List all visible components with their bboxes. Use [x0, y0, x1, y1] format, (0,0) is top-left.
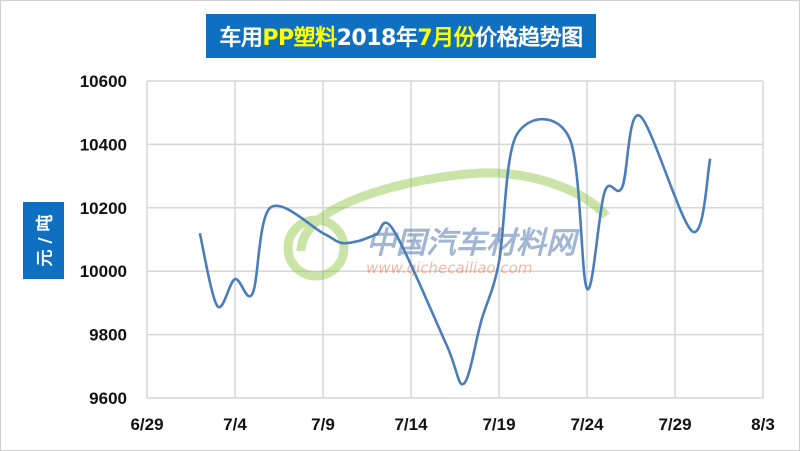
x-tick-label: 7/29 — [658, 415, 691, 434]
x-tick-label: 7/9 — [311, 415, 335, 434]
x-tick-label: 7/24 — [570, 415, 604, 434]
y-axis-ticks: 9600 9800 10000 10200 10400 10600 — [80, 72, 127, 408]
y-tick-label: 10000 — [80, 262, 127, 281]
title-part: 7月份 — [417, 26, 476, 51]
y-axis-label-box: 元 / 吨 — [23, 202, 64, 279]
title-part: 2018年 — [336, 26, 418, 51]
x-tick-label: 6/29 — [130, 415, 163, 434]
y-tick-label: 10200 — [80, 199, 127, 218]
y-tick-label: 9800 — [89, 326, 127, 345]
y-tick-label: 10600 — [80, 72, 127, 91]
chart-title: 车用 PP塑料 2018年 7月份 价格趋势图 — [206, 14, 596, 58]
price-line — [198, 114, 712, 386]
x-tick-label: 7/14 — [394, 415, 428, 434]
grid — [146, 80, 764, 399]
x-tick-label: 8/3 — [751, 415, 775, 434]
title-part: 车用 — [219, 26, 263, 51]
title-part: PP塑料 — [262, 26, 337, 51]
y-tick-label: 10400 — [80, 135, 127, 154]
x-axis-ticks: 6/29 7/4 7/9 7/14 7/19 7/24 7/29 8/3 — [130, 415, 774, 434]
x-tick-label: 7/4 — [223, 415, 247, 434]
watermark-name: 中国汽车材料网 — [366, 226, 580, 261]
y-axis-label: 元 / 吨 — [36, 214, 57, 267]
y-tick-label: 9600 — [89, 389, 127, 408]
x-tick-label: 7/19 — [482, 415, 515, 434]
title-part: 价格趋势图 — [475, 26, 583, 51]
watermark-q-circle — [283, 215, 349, 281]
watermark-url: www.qichecailiao.com — [366, 259, 532, 277]
watermark-logo: 中国汽车材料网 www.qichecailiao.com — [283, 168, 610, 281]
watermark-car-arc — [296, 168, 610, 252]
series-layer — [198, 114, 712, 386]
